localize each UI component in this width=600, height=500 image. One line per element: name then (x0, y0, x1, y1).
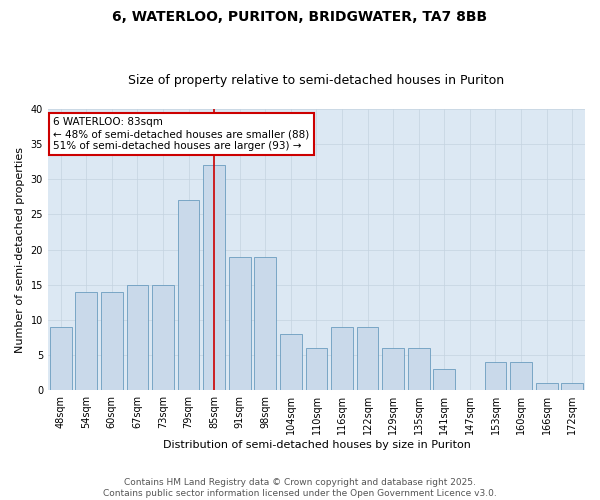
Bar (178, 200, 199, 390)
Bar (50, 327, 71, 390)
Bar (76, 292, 97, 390)
Bar (127, 285, 148, 390)
Title: Size of property relative to semi-detached houses in Puriton: Size of property relative to semi-detach… (128, 74, 505, 87)
Bar (101, 292, 123, 390)
Bar (382, 348, 404, 390)
Text: Contains HM Land Registry data © Crown copyright and database right 2025.
Contai: Contains HM Land Registry data © Crown c… (103, 478, 497, 498)
Text: 6 WATERLOO: 83sqm
← 48% of semi-detached houses are smaller (88)
51% of semi-det: 6 WATERLOO: 83sqm ← 48% of semi-detached… (53, 118, 310, 150)
Bar (331, 327, 353, 390)
Bar (229, 256, 251, 390)
Y-axis label: Number of semi-detached properties: Number of semi-detached properties (15, 146, 25, 352)
Bar (280, 334, 302, 390)
Bar (203, 165, 225, 390)
Bar (254, 256, 276, 390)
Bar (536, 383, 557, 390)
Bar (562, 383, 583, 390)
Bar (408, 348, 430, 390)
Bar (357, 327, 379, 390)
Text: 6, WATERLOO, PURITON, BRIDGWATER, TA7 8BB: 6, WATERLOO, PURITON, BRIDGWATER, TA7 8B… (112, 10, 488, 24)
Bar (510, 362, 532, 390)
Bar (152, 285, 174, 390)
Bar (485, 362, 506, 390)
Bar (305, 348, 328, 390)
X-axis label: Distribution of semi-detached houses by size in Puriton: Distribution of semi-detached houses by … (163, 440, 470, 450)
Bar (433, 369, 455, 390)
